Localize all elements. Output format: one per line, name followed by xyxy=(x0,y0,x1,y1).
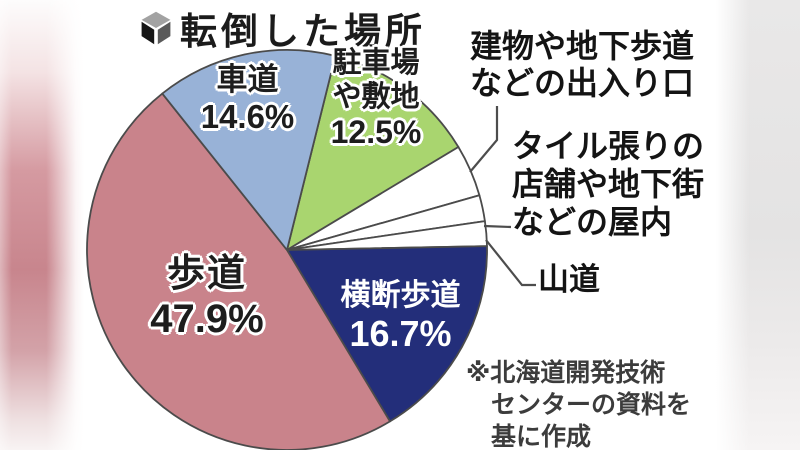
slice-name-roadway: 車道 xyxy=(216,62,279,97)
slice-percent-sidewalk: 47.9% xyxy=(150,297,264,341)
leader-line-building-entrance xyxy=(469,106,499,173)
pie-slice-roadway xyxy=(161,49,337,251)
slice-percent-crosswalk: 16.7% xyxy=(349,313,452,354)
pie-slice-crosswalk xyxy=(286,245,488,423)
slice-label-sidewalk: 歩道 47.9% xyxy=(112,252,302,342)
leader-line-tiled-indoor xyxy=(483,224,512,229)
left-blur-strip xyxy=(0,0,84,450)
callout-label-tiled-indoor: タイル張りの 店舗や地下街 などの屋内 xyxy=(512,128,705,240)
pie-slice-sidewalk xyxy=(86,92,391,450)
source-note-line-1: ※北海道開発技術 xyxy=(466,359,666,387)
right-blur-strip xyxy=(716,0,800,450)
source-note-line-2: センターの資料を xyxy=(491,391,692,419)
cube-icon xyxy=(141,11,171,45)
slice-name-sidewalk: 歩道 xyxy=(166,253,247,295)
callout-label-building-entrance: 建物や地下歩道 などの出入り口 xyxy=(470,28,695,101)
slice-percent-parking: 12.5% xyxy=(330,114,422,150)
pie-slice-parking xyxy=(286,55,460,251)
chart-title: 転倒した場所 xyxy=(180,11,426,52)
chart-title-block: 転倒した場所 xyxy=(138,1,426,55)
slice-label-roadway: 車道 14.6% xyxy=(170,62,325,136)
slice-name-parking: 駐車場 や敷地 xyxy=(332,47,420,113)
pie-slices-group xyxy=(86,49,488,450)
slice-label-crosswalk: 横断歩道 16.7% xyxy=(308,278,493,354)
callout-label-mountain-trail: 山道 xyxy=(538,262,600,297)
source-note-line-3: 基に作成 xyxy=(491,423,592,450)
slice-percent-roadway: 14.6% xyxy=(200,98,295,135)
slice-name-crosswalk: 横断歩道 xyxy=(340,279,461,312)
leader-line-mountain-trail xyxy=(485,239,536,287)
slice-label-parking: 駐車場 や敷地 12.5% xyxy=(320,46,432,151)
